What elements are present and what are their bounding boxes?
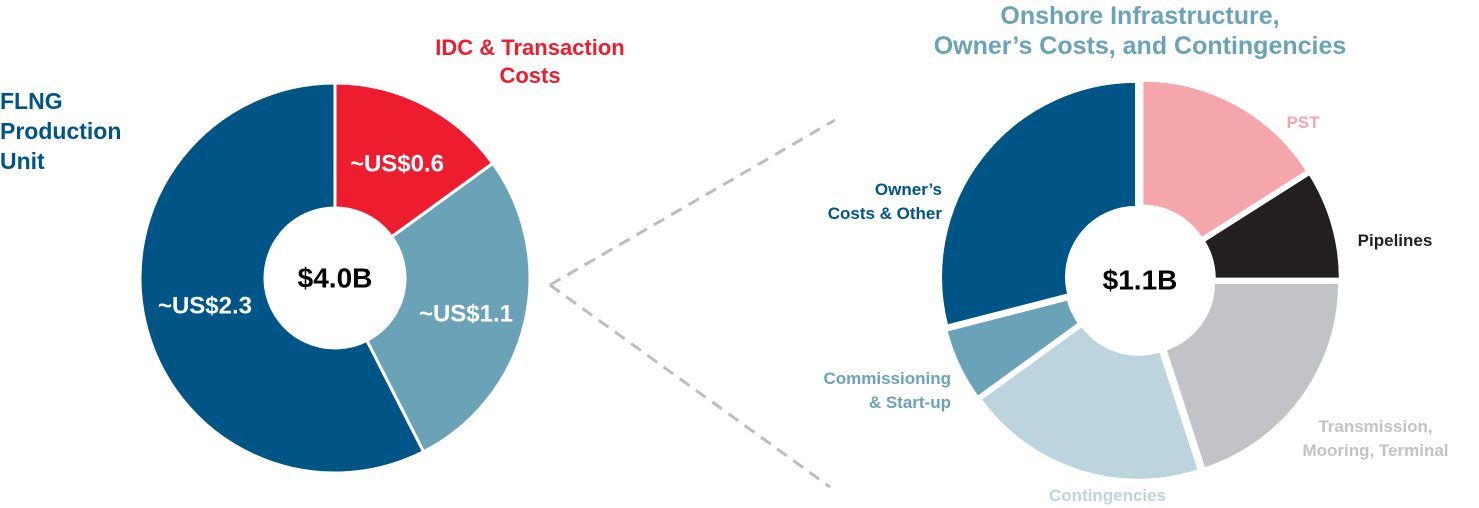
- value-label: ~US$0.6: [350, 150, 444, 177]
- category-label: FLNG Production Unit: [0, 88, 122, 174]
- category-label: PST: [1286, 113, 1320, 132]
- donut-hole: [265, 208, 405, 348]
- value-label: ~US$2.3: [158, 292, 252, 319]
- donut-slice: [1141, 79, 1309, 240]
- category-label: Pipelines: [1357, 231, 1433, 250]
- donut-slice: [1202, 172, 1341, 280]
- category-label: Transmission, Mooring, Terminal: [1302, 417, 1449, 460]
- category-label: Owner’s Costs & Other: [827, 180, 942, 223]
- center-label: $4.0B: [298, 262, 373, 293]
- category-label: IDC & Transaction Costs: [435, 35, 625, 88]
- donut-slice: [1164, 281, 1341, 470]
- category-label: Contingencies: [1048, 486, 1167, 505]
- chart-title: Onshore Infrastructure,: [1000, 2, 1280, 30]
- connector-line: [549, 118, 836, 287]
- chart-title: Owner’s Costs, and Contingencies: [933, 32, 1347, 60]
- donut-slice: [940, 80, 1138, 327]
- value-label: ~US$1.1: [419, 300, 513, 327]
- connector-line: [549, 283, 831, 489]
- donut-slice: [979, 324, 1200, 481]
- donut-hole: [1070, 210, 1210, 350]
- category-label: Commissioning & Start-up: [823, 369, 951, 412]
- center-label: $1.1B: [1103, 264, 1178, 295]
- donut-slice: [945, 298, 1081, 399]
